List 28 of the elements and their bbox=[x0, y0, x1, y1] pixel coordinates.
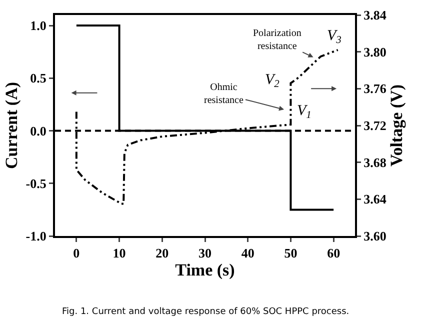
annotation: Ohmic resistance bbox=[204, 82, 244, 106]
annotation: V$_{3}$ bbox=[327, 28, 342, 46]
y2-tick-label: 3.76 bbox=[364, 81, 387, 96]
y-tick-label: -1.0 bbox=[26, 228, 46, 244]
y-tick-label: 1.0 bbox=[30, 18, 46, 34]
y2-tick-label: 3.60 bbox=[364, 228, 386, 244]
y2-tick-label: 3.80 bbox=[364, 44, 386, 60]
y2-tick-label: 3.68 bbox=[364, 154, 387, 170]
y2-axis-title: Voltage (V) bbox=[386, 84, 406, 166]
y-tick-label: 0.0 bbox=[30, 123, 46, 138]
x-tick-label: 50 bbox=[284, 246, 298, 261]
x-tick-label: 0 bbox=[73, 246, 80, 261]
y-tick-label: 0.5 bbox=[30, 70, 47, 86]
y2-tick-label: 3.84 bbox=[364, 8, 387, 23]
x-tick-label: 10 bbox=[112, 246, 126, 261]
y-axis-title: Current (A) bbox=[2, 82, 21, 170]
x-tick-label: 20 bbox=[156, 246, 169, 261]
annotation: V$_{1}$ bbox=[297, 103, 312, 122]
caption: Fig. 1. Current and voltage response of 60% SOC HPPC process. bbox=[62, 307, 350, 317]
y-tick-label: -0.5 bbox=[26, 176, 47, 191]
x-tick-label: 60 bbox=[327, 246, 340, 261]
x-axis-title: Time (s) bbox=[175, 260, 235, 280]
y2-tick-label: 3.64 bbox=[364, 192, 387, 207]
x-tick-label: 40 bbox=[241, 246, 254, 261]
x-tick-label: 30 bbox=[198, 246, 212, 261]
y2-tick-label: 3.72 bbox=[364, 118, 386, 134]
annotation: V$_{2}$ bbox=[265, 72, 280, 90]
annotation: Polarization resistance bbox=[253, 28, 302, 52]
